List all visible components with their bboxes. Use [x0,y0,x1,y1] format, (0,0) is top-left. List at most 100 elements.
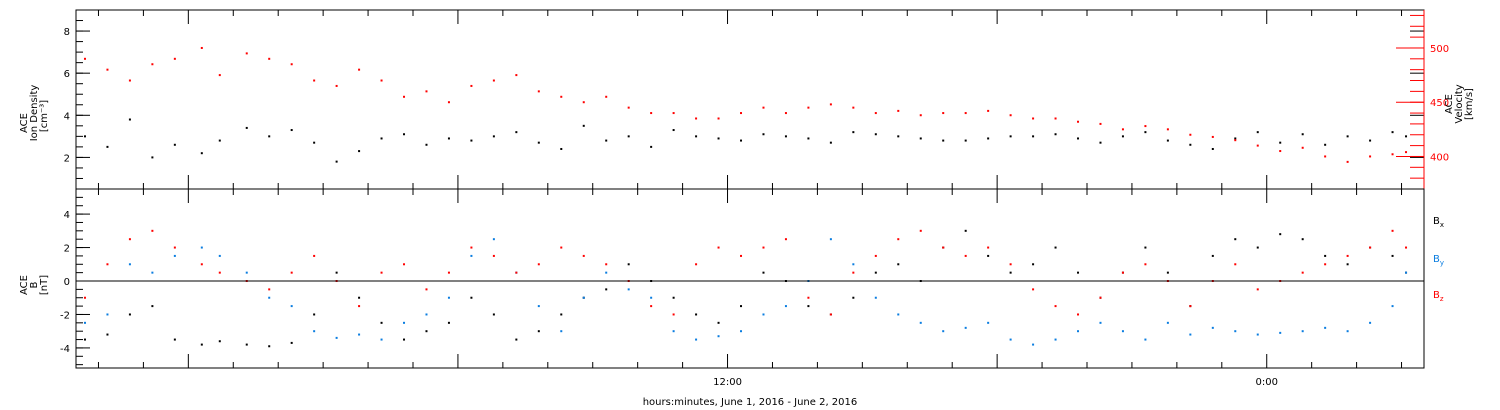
top-ytick-label-0: 2 [64,153,70,164]
bottom-point-s0-7 [245,343,248,346]
top-y2tick-label-2: 500 [1430,44,1449,55]
bottom-point-s0-0 [83,338,86,341]
bottom-point-s2-35 [874,254,877,257]
top-point-s0-55 [1324,143,1327,146]
bottom-point-s1-0 [83,321,86,324]
bottom-point-s2-45 [1099,296,1102,299]
bottom-point-s0-26 [672,296,675,299]
bottom-point-s1-45 [1099,321,1102,324]
bottom-point-s1-48 [1166,321,1169,324]
top-point-s0-50 [1211,147,1214,150]
bottom-point-s2-58 [1391,229,1394,232]
top-ytick-label-3: 8 [64,27,70,38]
top-point-s1-38 [942,112,945,115]
top-point-s1-55 [1324,155,1327,158]
bottom-point-s2-3 [151,229,154,232]
top-point-s0-42 [1032,135,1035,138]
bottom-point-s1-4 [173,254,176,257]
top-point-s1-40 [987,109,990,112]
bottom-point-s0-8 [268,345,271,348]
bottom-point-s1-24 [627,288,630,291]
bottom-point-s2-20 [537,263,540,266]
top-point-s1-35 [874,112,877,115]
bottom-point-s1-42 [1032,343,1035,346]
bottom-point-s1-49 [1189,333,1192,336]
top-point-s0-16 [447,137,450,140]
top-point-s1-56 [1346,160,1349,163]
bottom-point-s0-44 [1077,271,1080,274]
top-point-s0-15 [425,143,428,146]
top-point-s1-33 [829,103,832,106]
top-point-s1-5 [200,46,203,49]
top-point-s1-57 [1369,155,1372,158]
bottom-point-s0-40 [987,254,990,257]
top-points [83,46,1408,163]
bottom-point-s1-59 [1405,271,1408,274]
top-point-s0-19 [515,131,518,134]
bottom-point-s1-43 [1054,338,1057,341]
top-y2label-line1: ACE [1444,94,1455,114]
top-point-s0-1 [106,145,109,148]
bottom-point-s1-31 [784,305,787,308]
bottom-point-s1-10 [313,330,316,333]
top-point-s1-2 [128,79,131,82]
bottom-point-s1-52 [1256,333,1259,336]
bottom-point-s0-17 [470,296,473,299]
top-y2tick-label-1: 450 [1430,98,1449,109]
top-point-s0-18 [492,135,495,138]
top-point-s0-6 [218,139,221,142]
top-point-s0-31 [784,135,787,138]
bottom-point-s0-13 [380,321,383,324]
bottom-point-s1-16 [447,296,450,299]
bottom-point-s1-9 [290,305,293,308]
bottom-point-s2-27 [695,263,698,266]
bottom-point-s1-36 [897,313,900,316]
top-point-s1-28 [717,117,720,120]
bottom-point-s1-53 [1279,331,1282,334]
top-point-s1-10 [313,79,316,82]
top-point-s1-46 [1121,128,1124,131]
bottom-point-s0-27 [695,313,698,316]
top-point-s1-49 [1189,133,1192,136]
top-point-s0-32 [807,137,810,140]
bottom-point-s0-58 [1391,254,1394,257]
top-point-s0-56 [1346,135,1349,138]
bottom-point-s2-10 [313,254,316,257]
top-point-s0-25 [650,145,653,148]
bottom-point-s2-29 [740,254,743,257]
top-point-s0-46 [1121,135,1124,138]
top-point-s1-12 [358,68,361,71]
bottom-point-s2-19 [515,271,518,274]
bottom-point-s0-9 [290,341,293,344]
top-point-s0-58 [1391,131,1394,134]
top-point-s0-51 [1234,137,1237,140]
top-point-s0-45 [1099,141,1102,144]
bottom-point-s2-1 [106,263,109,266]
bottom-point-s0-23 [605,288,608,291]
top-ylabel-line2: Ion Density [29,85,40,142]
top-point-s0-8 [268,135,271,138]
top-point-s1-0 [83,57,86,60]
bottom-point-s2-34 [852,271,855,274]
bottom-point-s2-52 [1256,288,1259,291]
top-point-s1-29 [740,112,743,115]
bottom-point-s2-18 [492,254,495,257]
top-point-s0-39 [964,139,967,142]
top-point-s1-54 [1301,146,1304,149]
top-point-s1-27 [695,117,698,120]
bottom-ytick-label-2: 0 [64,277,70,288]
top-point-s0-14 [403,133,406,136]
top-point-s0-35 [874,133,877,136]
bottom-point-s2-13 [380,271,383,274]
top-point-s1-42 [1032,117,1035,120]
bottom-point-s0-24 [627,263,630,266]
bottom-point-s1-51 [1234,330,1237,333]
top-point-s1-6 [218,74,221,77]
bottom-point-s0-51 [1234,238,1237,241]
bottom-point-s0-20 [537,330,540,333]
bottom-point-s1-46 [1121,330,1124,333]
bottom-point-s2-59 [1405,246,1408,249]
top-point-s1-44 [1077,120,1080,123]
bottom-point-s0-48 [1166,271,1169,274]
bottom-point-s1-23 [605,271,608,274]
